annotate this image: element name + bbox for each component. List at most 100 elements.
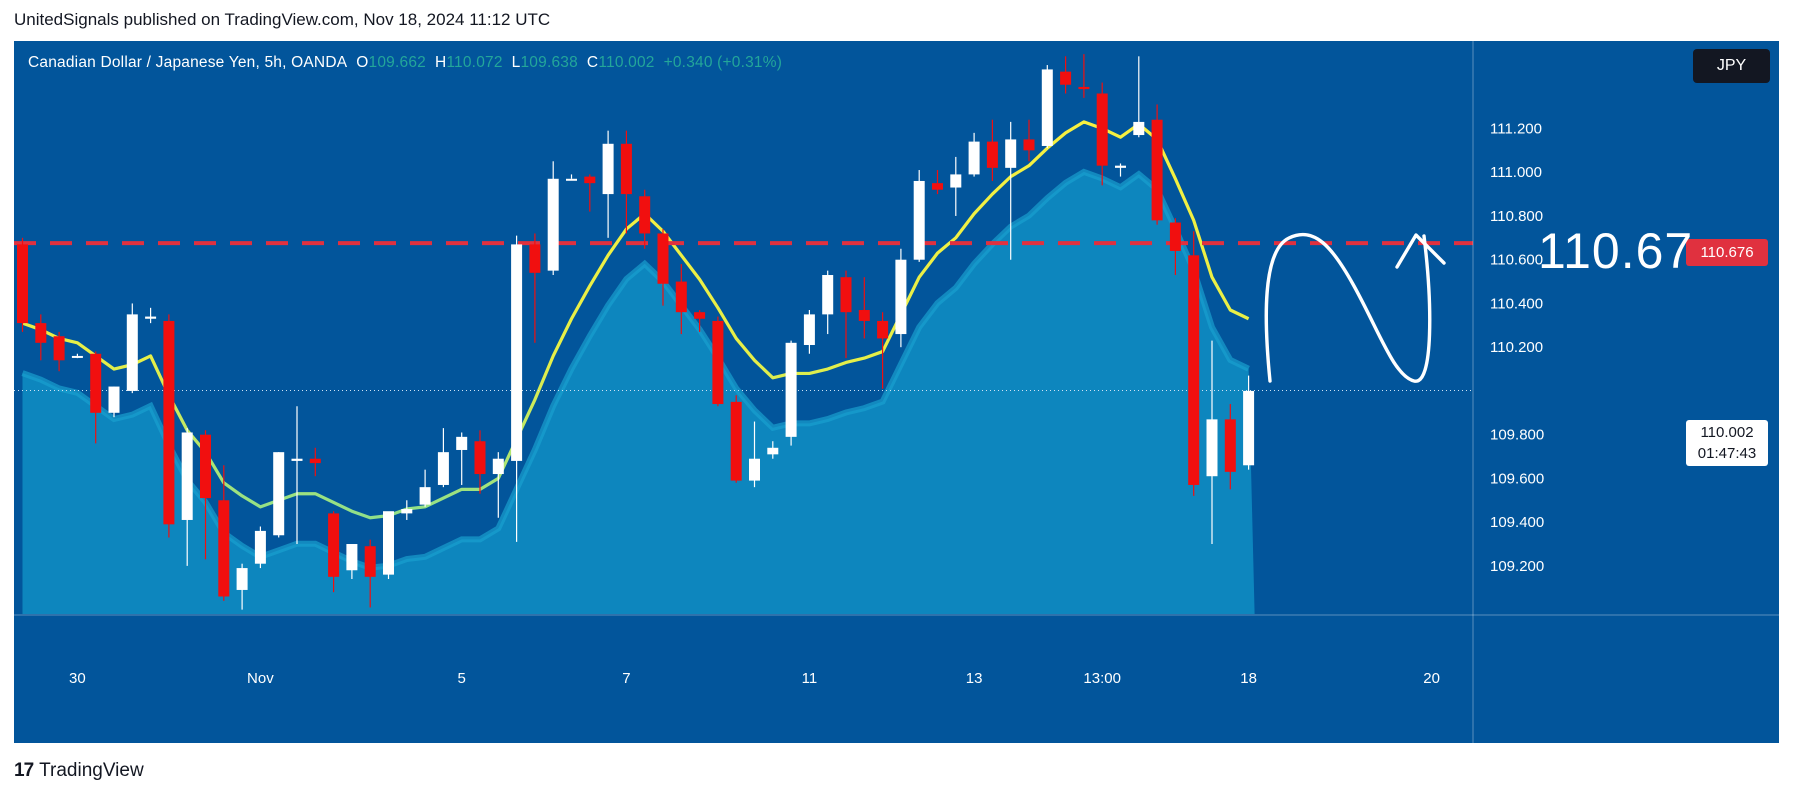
y-tick-label: 110.200: [1490, 339, 1543, 356]
x-tick-label: 7: [622, 670, 630, 687]
candle-body: [1060, 71, 1072, 85]
candle-body: [309, 458, 321, 464]
change-value: +0.340 (+0.31%): [663, 54, 783, 71]
y-tick-label: 109.600: [1490, 470, 1544, 487]
candle-body: [1133, 121, 1145, 136]
area-layer: [21, 168, 1255, 614]
candle-body: [53, 336, 65, 361]
candle-body: [328, 513, 340, 577]
y-tick-label: 109.400: [1490, 514, 1544, 531]
brand-name: TradingView: [39, 760, 144, 781]
candlestick-chart[interactable]: 111.200 111.000 110.800 110.600 110.400 110.2…: [14, 41, 1779, 743]
annotation-layer: [1264, 232, 1446, 383]
open-value: 109.662: [368, 54, 426, 71]
candle-body: [968, 141, 980, 175]
candle-body: [200, 434, 211, 499]
y-tick-label: 111.000: [1490, 164, 1542, 181]
candle-body: [657, 233, 669, 284]
price-axis-bg: [1473, 41, 1779, 743]
candle-body: [254, 530, 266, 564]
projected-path-arrow: [1264, 232, 1432, 383]
candle-body: [1151, 119, 1163, 221]
chart-panel[interactable]: 111.200 111.000 110.800 110.600 110.400 110.2…: [14, 41, 1779, 743]
candle-body: [1005, 139, 1017, 168]
candle-body: [1169, 222, 1181, 251]
candle-body: [730, 401, 742, 481]
candle-body: [767, 447, 779, 455]
symbol-legend: Canadian Dollar / Japanese Yen, 5h, OAND…: [28, 54, 782, 72]
x-tick-label: 13:00: [1083, 670, 1121, 687]
y-tick-label: 110.600: [1490, 252, 1543, 269]
ma-area-fill: [22, 171, 1255, 614]
moving-average-line: [21, 120, 1250, 520]
y-tick-label: 109.800: [1490, 427, 1544, 444]
candle-body: [163, 320, 175, 525]
candle-body: [419, 487, 431, 505]
candle-body: [401, 509, 413, 514]
candle-body: [803, 314, 815, 345]
candle-body: [1041, 69, 1053, 146]
candle-body: [749, 458, 760, 481]
candle-body: [1078, 86, 1090, 90]
x-tick-label: 13: [966, 670, 983, 687]
close-label: C: [586, 54, 599, 71]
candle-body: [145, 316, 157, 319]
candle-body: [17, 244, 28, 324]
candle-body: [1188, 255, 1200, 485]
high-label: H: [434, 54, 447, 71]
moving-average-layer: [21, 120, 1250, 520]
candle-body: [895, 259, 907, 335]
footer-brand[interactable]: 17 TradingView: [14, 760, 144, 782]
horizontal-line-price-tag: 110.676: [1686, 239, 1768, 266]
y-tick-label: 110.800: [1490, 208, 1543, 225]
symbol-name: Canadian Dollar / Japanese Yen, 5h, OAND…: [28, 54, 348, 71]
candle-body: [602, 143, 614, 195]
y-tick-label: 111.200: [1490, 120, 1542, 137]
bar-countdown: 01:47:43: [1697, 445, 1757, 462]
currency-badge[interactable]: JPY: [1693, 49, 1770, 83]
candle-body: [547, 178, 559, 271]
horizontal-line-layer: [14, 241, 1674, 391]
candle-body: [456, 436, 468, 450]
candle-body: [1243, 390, 1255, 466]
candle-body: [273, 452, 285, 536]
candle-body: [694, 312, 706, 319]
y-tick-label: 110.400: [1490, 295, 1543, 312]
x-tick-label: 20: [1423, 670, 1440, 687]
candle-body: [1023, 139, 1035, 151]
candle-body: [529, 244, 541, 273]
x-tick-label: Nov: [247, 670, 274, 687]
x-tick-label: 30: [69, 670, 86, 687]
candle-body: [218, 500, 230, 597]
candle-body: [181, 432, 193, 520]
candle-body: [913, 180, 925, 260]
candle-body: [877, 320, 889, 339]
candle-body: [35, 323, 47, 343]
candle-body: [511, 244, 523, 461]
low-value: 109.638: [520, 54, 578, 71]
x-tick-label: 5: [458, 670, 466, 687]
candle-body: [566, 178, 577, 181]
open-label: O: [356, 54, 369, 71]
candle-body: [639, 196, 651, 234]
candle-body: [932, 183, 943, 190]
y-tick-label: 109.200: [1490, 558, 1544, 575]
candle-body: [584, 176, 596, 184]
candle-body: [236, 568, 248, 590]
tradingview-logo-icon: 17: [14, 760, 34, 781]
candle-body: [346, 544, 358, 571]
candle-body: [383, 511, 394, 575]
candle-body: [126, 314, 138, 391]
arrow-head-icon: [1395, 233, 1446, 269]
publisher-header: UnitedSignals published on TradingView.c…: [14, 10, 551, 29]
candle-body: [950, 174, 962, 188]
candles-layer: [17, 54, 1255, 610]
candle-body: [986, 141, 998, 168]
candle-body: [675, 281, 687, 313]
candle-body: [1206, 419, 1218, 477]
candle-body: [492, 458, 504, 475]
candle-body: [71, 355, 83, 358]
candle-body: [291, 458, 303, 461]
candle-body: [1096, 93, 1108, 166]
x-tick-label: 18: [1240, 670, 1257, 687]
